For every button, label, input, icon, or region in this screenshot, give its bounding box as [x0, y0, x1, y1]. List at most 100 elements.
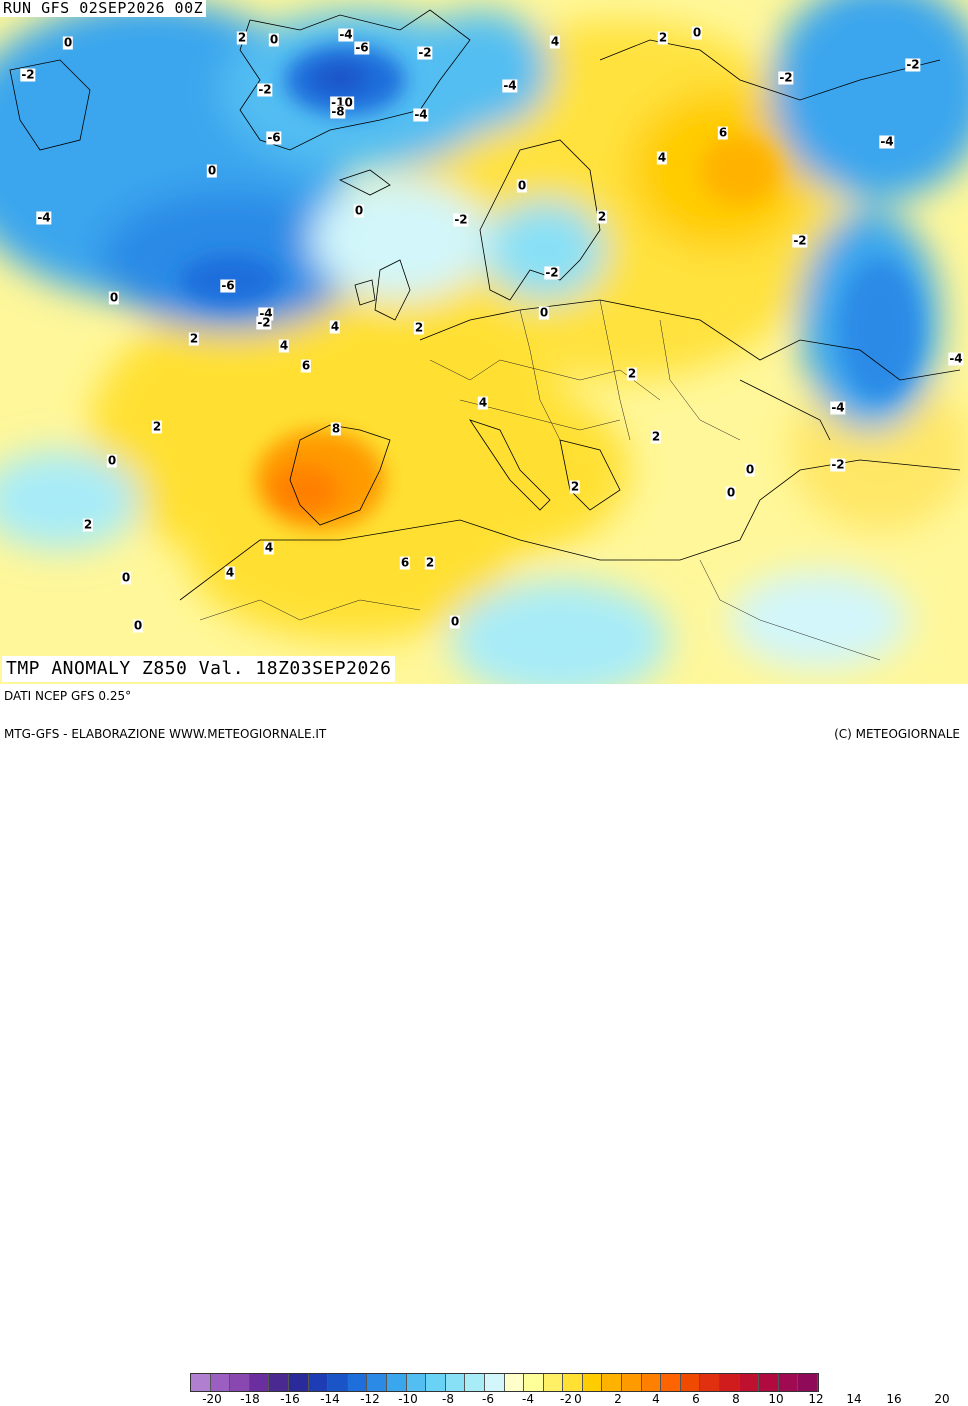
- contour-value-label: 2: [657, 30, 669, 45]
- legend-tick-label: 2: [614, 1392, 622, 1406]
- coastlines: [9, 9, 961, 601]
- contour-value-label: -2: [905, 57, 921, 72]
- legend-swatch: [739, 1374, 760, 1391]
- contour-value-label: 0: [538, 305, 550, 320]
- contour-value-label: 4: [329, 319, 341, 334]
- map-title: TMP ANOMALY Z850 Val. 18Z03SEP2026: [2, 656, 396, 682]
- legend-tick-label: -14: [320, 1392, 340, 1406]
- legend-swatch: [308, 1374, 329, 1391]
- contour-value-label: 6: [300, 358, 312, 373]
- contour-value-label: 0: [120, 570, 132, 585]
- contour-value-label: 0: [449, 614, 461, 629]
- credit-left: MTG-GFS - ELABORAZIONE WWW.METEOGIORNALE…: [4, 727, 327, 741]
- contour-value-label: 6: [717, 125, 729, 140]
- legend-swatch: [465, 1374, 485, 1391]
- contour-value-label: 0: [516, 178, 528, 193]
- contour-value-label: -2: [417, 45, 433, 60]
- legend-swatch: [524, 1374, 544, 1391]
- contour-value-label: 2: [236, 30, 248, 45]
- legend-swatch: [367, 1374, 387, 1391]
- legend-swatch: [641, 1374, 662, 1391]
- contour-value-label: -6: [266, 130, 282, 145]
- contour-value-label: 2: [82, 517, 94, 532]
- anomaly-field: [0, 0, 968, 684]
- legend-swatch: [543, 1374, 564, 1391]
- legend-tick-label: -2: [560, 1392, 572, 1406]
- contour-value-label: -2: [453, 212, 469, 227]
- legend-tick-label: 6: [692, 1392, 700, 1406]
- contour-value-label: 0: [206, 163, 218, 178]
- contour-value-label: -6: [220, 278, 236, 293]
- contour-value-label: 0: [62, 35, 74, 50]
- contour-value-label: 2: [151, 419, 163, 434]
- legend-tick-label: -4: [522, 1392, 534, 1406]
- legend-tick-label: 0: [574, 1392, 582, 1406]
- borders: [199, 299, 881, 661]
- legend-swatch: [661, 1374, 681, 1391]
- contour-value-label: -4: [502, 78, 518, 93]
- legend-swatch: [269, 1374, 289, 1391]
- legend-tick-label: 20: [934, 1392, 950, 1406]
- legend-tick-label: -6: [482, 1392, 494, 1406]
- legend-swatch: [386, 1374, 407, 1391]
- contour-value-label: -2: [792, 233, 808, 248]
- contour-value-label: 0: [106, 453, 118, 468]
- legend-swatch: [778, 1374, 799, 1391]
- legend-swatch: [230, 1374, 250, 1391]
- contour-value-label: -4: [338, 27, 354, 42]
- contour-value-label: -4: [948, 351, 964, 366]
- contour-value-label: 0: [132, 618, 144, 633]
- contour-value-label: 4: [549, 34, 561, 49]
- contour-value-label: 0: [108, 290, 120, 305]
- legend-swatch: [288, 1374, 309, 1391]
- legend-swatch: [406, 1374, 427, 1391]
- contour-value-label: 4: [656, 150, 668, 165]
- legend-tick-label: 4: [652, 1392, 660, 1406]
- contour-value-label: 2: [424, 555, 436, 570]
- contour-value-label: 2: [650, 429, 662, 444]
- contour-value-label: -4: [413, 107, 429, 122]
- legend-tick-label: 8: [732, 1392, 740, 1406]
- legend-swatch: [445, 1374, 466, 1391]
- legend-swatch: [622, 1374, 642, 1391]
- legend-tick-label: -20: [202, 1392, 222, 1406]
- legend-swatch: [426, 1374, 446, 1391]
- contour-value-label: 2: [413, 320, 425, 335]
- legend-tick-label: -18: [240, 1392, 260, 1406]
- legend-swatch: [328, 1374, 348, 1391]
- legend-swatch: [563, 1374, 583, 1391]
- color-legend: [190, 1373, 819, 1392]
- legend-swatch: [700, 1374, 721, 1391]
- contour-value-label: -2: [544, 265, 560, 280]
- contour-value-label: 8: [330, 421, 342, 436]
- footer: DATI NCEP GFS 0.25° -20 -18 -16 -14 -12 -10 -8…: [0, 684, 968, 1406]
- legend-tick-label: 10: [768, 1392, 784, 1406]
- map-area: RUN GFS 02SEP2026 00Z TMP ANOMALY Z850 V…: [0, 0, 968, 684]
- legend-tick-label: 16: [886, 1392, 902, 1406]
- anomaly-cores: [180, 45, 920, 530]
- contour-value-label: -4: [879, 134, 895, 149]
- contour-value-label: -6: [354, 40, 370, 55]
- legend-swatch: [602, 1374, 623, 1391]
- legend-swatch: [759, 1374, 779, 1391]
- contour-value-label: -2: [256, 315, 272, 330]
- legend-tick-label: -12: [360, 1392, 380, 1406]
- contour-value-label: -2: [830, 457, 846, 472]
- color-legend-ticks: -20 -18 -16 -14 -12 -10 -8 -6 -4 -2 0 2 4 6 8 10 12 14 16 2…: [190, 1392, 968, 1406]
- contour-value-label: -2: [778, 70, 794, 85]
- legend-swatch: [720, 1374, 740, 1391]
- legend-tick-label: 14: [846, 1392, 862, 1406]
- contour-value-label: -4: [36, 210, 52, 225]
- legend-swatch: [249, 1374, 270, 1391]
- contour-value-label: -4: [830, 400, 846, 415]
- legend-swatch: [582, 1374, 603, 1391]
- legend-swatch: [504, 1374, 525, 1391]
- legend-swatch: [798, 1374, 818, 1391]
- run-label: RUN GFS 02SEP2026 00Z: [0, 0, 207, 17]
- legend-tick-label: -16: [280, 1392, 300, 1406]
- contour-value-label: 2: [569, 479, 581, 494]
- temperature-anomaly-map: [0, 0, 968, 684]
- contour-value-label: 0: [725, 485, 737, 500]
- legend-swatch: [347, 1374, 368, 1391]
- contour-value-label: 0: [691, 25, 703, 40]
